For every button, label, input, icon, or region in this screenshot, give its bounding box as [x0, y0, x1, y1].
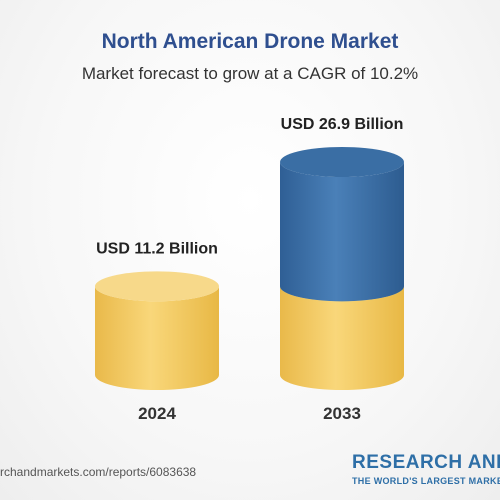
brand-tagline: THE WORLD'S LARGEST MARKET	[352, 476, 500, 486]
bar-2024	[95, 271, 219, 390]
data-label-2033: USD 26.9 Billion	[281, 116, 404, 133]
category-label-2033: 2033	[323, 404, 361, 423]
category-label-2024: 2024	[138, 404, 176, 423]
source-url[interactable]: rchandmarkets.com/reports/6083638	[0, 465, 197, 479]
brand-name: RESEARCH AND	[352, 452, 500, 473]
chart-title: North American Drone Market	[101, 30, 399, 53]
data-label-2024: USD 11.2 Billion	[96, 240, 218, 257]
chart-subtitle: Market forecast to grow at a CAGR of 10.…	[81, 64, 419, 83]
brand-logo: RESEARCH AND THE WORLD'S LARGEST MARKET	[352, 450, 500, 490]
bar-2033-growth-segment	[280, 147, 404, 302]
